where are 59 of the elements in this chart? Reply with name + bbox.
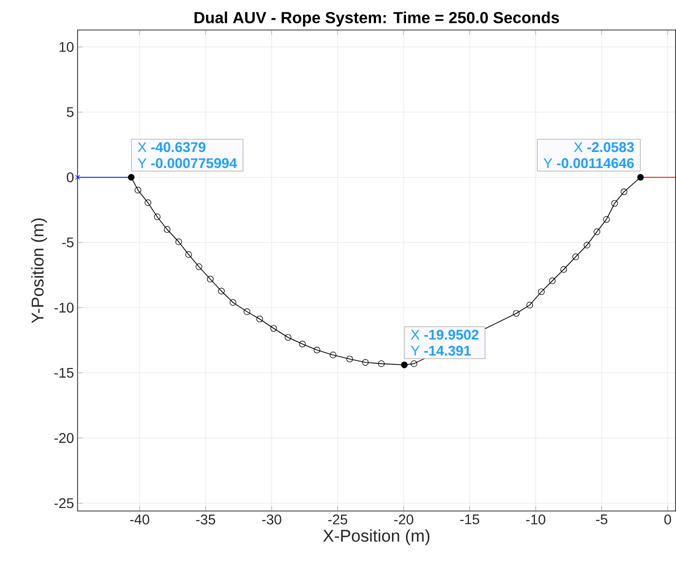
point bbox=[244, 308, 250, 315]
point bbox=[75, 174, 80, 180]
point bbox=[206, 276, 214, 282]
y-tick-label: -15 bbox=[54, 368, 74, 378]
y-tick-label: 0 bbox=[66, 172, 74, 182]
point bbox=[134, 186, 142, 194]
point bbox=[284, 334, 292, 341]
y-tick-label: -20 bbox=[54, 433, 74, 443]
point bbox=[572, 254, 579, 260]
x-tick-label: 0 bbox=[664, 514, 672, 524]
point bbox=[230, 299, 236, 306]
point bbox=[560, 266, 567, 273]
point bbox=[594, 228, 600, 236]
point bbox=[154, 213, 161, 220]
point bbox=[603, 216, 610, 223]
point bbox=[362, 359, 369, 366]
point bbox=[144, 199, 152, 206]
point bbox=[175, 238, 182, 246]
x-tick-label: -25 bbox=[328, 514, 348, 524]
point bbox=[256, 316, 263, 322]
chart-title: Dual AUV - Rope System: Time = 250.0 Seconds bbox=[194, 12, 560, 26]
y-tick-label: -10 bbox=[54, 302, 74, 313]
point bbox=[299, 340, 306, 348]
point bbox=[270, 325, 277, 332]
annotation: Y -0.00114646 bbox=[544, 158, 634, 168]
x-tick-label: -20 bbox=[394, 514, 414, 524]
point bbox=[410, 360, 418, 367]
y-axis-title: Y-Position (m) bbox=[31, 218, 47, 324]
point bbox=[526, 302, 534, 308]
x-tick-label: -5 bbox=[596, 514, 608, 524]
point bbox=[611, 200, 618, 207]
point bbox=[346, 356, 353, 362]
annotation: Y -0.000775994 bbox=[138, 158, 237, 168]
point bbox=[620, 188, 628, 196]
y-tick-label: 10 bbox=[60, 42, 74, 52]
x-tick-label: -35 bbox=[196, 514, 216, 524]
point bbox=[218, 288, 225, 294]
point bbox=[164, 226, 170, 233]
annotation: Y -14.391 bbox=[410, 346, 471, 356]
point bbox=[538, 288, 545, 296]
point bbox=[185, 251, 192, 258]
x-tick-label: -30 bbox=[262, 514, 282, 524]
point bbox=[314, 346, 320, 354]
x-axis-title: X-Position (m) bbox=[323, 529, 430, 546]
y-tick-label: -25 bbox=[54, 498, 74, 508]
point bbox=[378, 360, 385, 367]
annotation: X -2.0583 bbox=[574, 142, 634, 152]
y-tick-label: -5 bbox=[62, 238, 74, 248]
annotation: X -40.6379 bbox=[138, 142, 206, 152]
point bbox=[196, 263, 202, 270]
x-tick-label: -10 bbox=[526, 514, 546, 524]
point bbox=[584, 242, 590, 248]
point bbox=[330, 352, 336, 358]
x-tick-label: -40 bbox=[130, 514, 150, 524]
annotation: X -19.9502 bbox=[410, 330, 478, 340]
point bbox=[549, 277, 556, 284]
y-tick-label: 5 bbox=[66, 107, 74, 118]
point bbox=[512, 310, 520, 317]
x-tick-label: -15 bbox=[460, 514, 480, 524]
